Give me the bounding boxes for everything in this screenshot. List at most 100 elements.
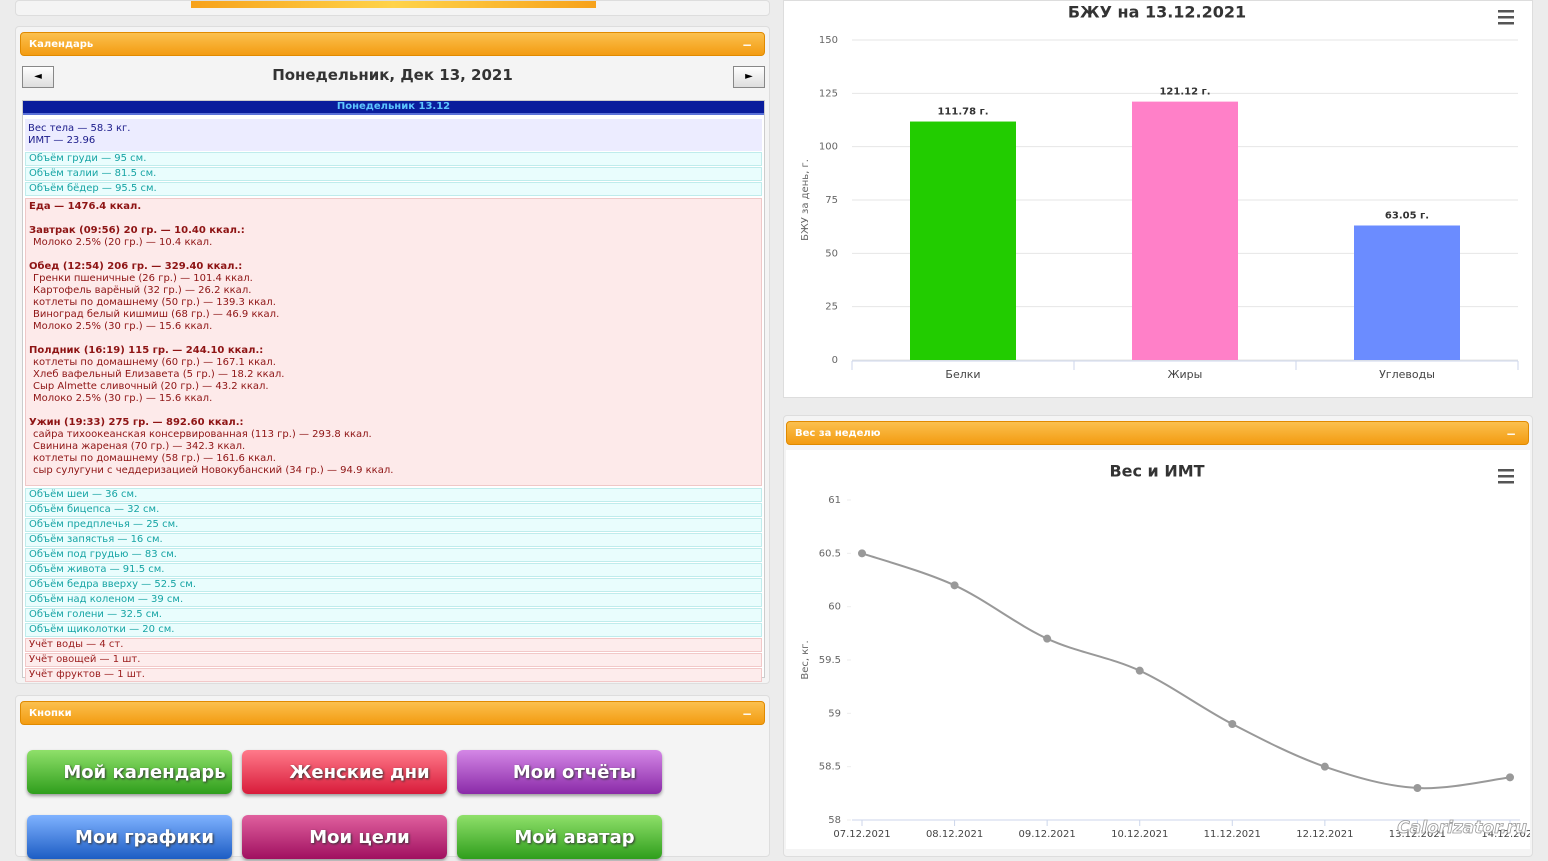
x-tick-label: 12.12.2021 [1296,829,1353,840]
meal-title: Ужин (19:33) 275 гр. — 892.60 ккал.: [29,417,244,428]
counter-entry: Учёт фруктов — 1 шт. [25,668,762,682]
x-tick-label: 13.12.2021 [1389,829,1446,840]
calendar-header: Календарь − [20,32,765,56]
buttons-header: Кнопки − [20,701,765,725]
day-header: Понедельник 13.12 [23,101,764,115]
macro-chart: БЖУ на 13.12.2021 БЖУ за день, г. 0 25 50 75 1… [800,3,1519,381]
measure-entry: Объём талии — 81.5 см. [25,167,762,181]
meal-item: Свинина жареная (70 гр.) — 342.3 ккал. [33,441,246,452]
meal-item: котлеты по домашнему (50 гр.) — 139.3 кк… [33,297,276,308]
y-tick-label: 59 [828,708,841,719]
nav-button[interactable]: Мой календарь [27,750,232,794]
meal-item: Молоко 2.5% (20 гр.) — 10.4 ккал. [33,237,213,248]
collapse-button[interactable]: − [741,707,752,721]
watermark: Calorizator.ru [1397,818,1527,838]
meal-item: Картофель варёный (32 гр.) — 26.2 ккал. [33,285,252,296]
y-tick-label: 58.5 [819,762,841,773]
weight-line [861,552,1511,790]
x-tick-label: Углеводы [1379,368,1435,381]
counter-entry: Учёт воды — 4 ст. [25,638,762,652]
menu-icon-bar [1498,475,1514,478]
food-total: Еда — 1476.4 ккал. [29,201,142,212]
meal-title: Полдник (16:19) 115 гр. — 244.10 ккал.: [29,345,264,356]
meal: Завтрак (09:56) 20 гр. — 10.40 ккал.: Мол… [29,225,758,249]
measure-entry: Объём щиколотки — 20 см. [25,623,762,637]
measure-entry: Объём живота — 91.5 см. [25,563,762,577]
y-tick-label: 58 [828,815,841,826]
banner-image [191,1,596,8]
y-tick-label: 60.5 [819,548,841,559]
x-tick-label: Белки [945,368,980,381]
measure-entry: Объём шеи — 36 см. [25,488,762,502]
menu-icon-bar [1498,22,1514,25]
x-tick-label: 11.12.2021 [1204,829,1261,840]
meal: Обед (12:54) 206 гр. — 329.40 ккал.: Грен… [29,261,758,333]
y-tick-label: 25 [825,302,838,313]
point [1043,634,1052,643]
counter-entry: Учёт овощей — 1 шт. [25,653,762,667]
y-tick-label: 75 [825,195,838,206]
meal-item: сайра тихоокеанская консервированная (11… [33,429,372,440]
point [1228,720,1237,728]
meal: Ужин (19:33) 275 гр. — 892.60 ккал.: сайр… [29,417,758,477]
x-tick-label: Жиры [1168,368,1203,381]
x-tick-label: 08.12.2021 [926,829,983,840]
measure-entry: Объём бицепса — 32 см. [25,503,762,517]
panel-title: Кнопки [29,708,72,719]
measure-entry: Объём над коленом — 39 см. [25,593,762,607]
nav-button[interactable]: Мои цели [242,815,447,859]
meal-item: Гренки пшеничные (26 гр.) — 101.4 ккал. [33,273,253,284]
meal-title: Обед (12:54) 206 гр. — 329.40 ккал.: [29,261,243,272]
point [950,581,959,590]
y-tick-label: 125 [819,88,838,99]
y-axis-label: Вес, кг. [800,640,811,679]
menu-icon-bar [1498,481,1514,484]
weight-header: Вес за неделю − [786,421,1529,445]
meal-item: котлеты по домашнему (58 гр.) — 161.6 кк… [33,453,276,464]
prev-day-button[interactable]: ◄ [22,66,54,88]
meal-item: Молоко 2.5% (30 гр.) — 15.6 ккал. [33,321,213,332]
value-label: 111.78 г. [937,107,988,118]
y-tick-label: 60 [828,602,841,613]
meal-title: Завтрак (09:56) 20 гр. — 10.40 ккал.: [29,225,245,236]
point [1135,666,1144,675]
y-tick-label: 59.5 [819,655,841,666]
point [1413,784,1422,792]
x-tick-label: 10.12.2021 [1111,829,1168,840]
measure-entry: Объём груди — 95 см. [25,152,762,166]
value-label: 63.05 г. [1385,210,1429,221]
point [1320,762,1329,771]
banner-panel [15,0,770,16]
next-day-button[interactable]: ► [733,66,765,88]
point [858,549,866,558]
day-entries: Понедельник 13.12 Вес тела — 58.3 кг. ИМТ … [22,100,765,682]
nav-button[interactable]: Женские дни [242,750,447,794]
y-tick-label: 100 [819,142,838,153]
body-block: Вес тела — 58.3 кг. ИМТ — 23.96 [25,119,762,151]
nav-button[interactable]: Мои отчёты [457,750,662,794]
food-block: Еда — 1476.4 ккал. Завтрак (09:56) 20 гр.… [25,198,762,486]
meal-item: сыр сулугуни с чеддеризацией Новокубанск… [33,465,394,476]
nav-button[interactable]: Мой аватар [457,815,662,859]
point [1506,773,1514,782]
menu-icon-bar [1498,469,1514,472]
measure-entry: Объём голени — 32.5 см. [25,608,762,622]
y-axis-label: БЖУ за день, г. [800,159,811,241]
chart-title: БЖУ на 13.12.2021 [1068,3,1246,22]
collapse-button[interactable]: − [741,38,752,52]
weight-chart: Вес и ИМТ Вес, кг. 58 58.5 59 59.5 60 60.5 61 07.… [800,462,1530,841]
measure-entry: Объём под грудью — 83 см. [25,548,762,562]
y-tick-label: 0 [832,355,838,366]
meal-item: котлеты по домашнему (60 гр.) — 167.1 кк… [33,357,276,368]
panel-title: Вес за неделю [795,428,881,439]
x-tick-label: 07.12.2021 [833,829,890,840]
y-tick-label: 150 [819,35,838,46]
nav-button[interactable]: Мои графики [27,815,232,859]
menu-icon-bar [1498,10,1514,13]
value-label: 121.12 г. [1159,87,1210,98]
chart-area [786,450,1530,849]
meal-item: Хлеб вафельный Елизавета (5 гр.) — 18.2 … [33,369,285,380]
body-entry: Вес тела — 58.3 кг. [28,123,131,134]
collapse-button[interactable]: − [1505,427,1516,441]
